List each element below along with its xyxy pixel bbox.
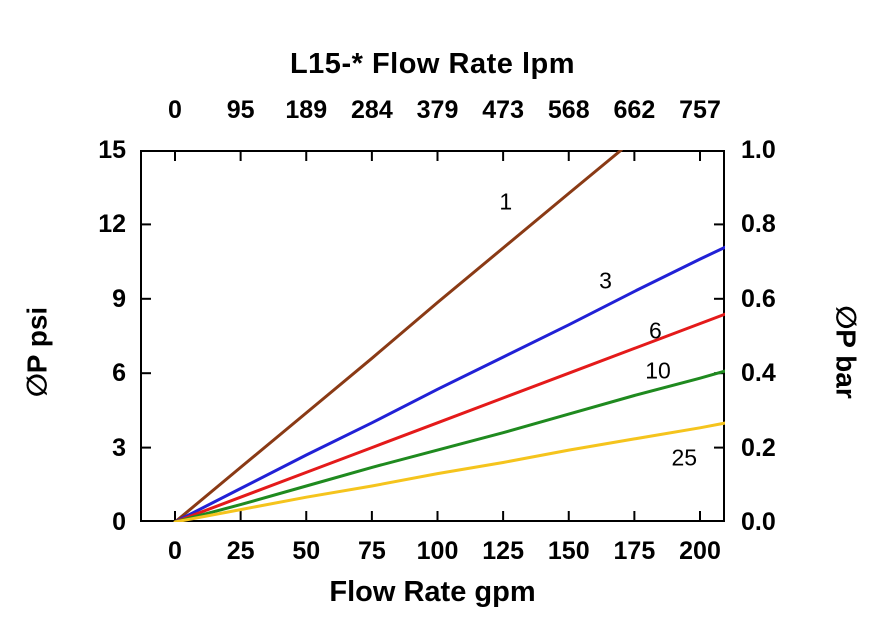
curve-label-6: 6	[648, 317, 662, 344]
x-tick-label-bottom: 75	[357, 537, 386, 565]
plot-area: 1 3 6 10 25	[140, 150, 725, 522]
series-line-1	[173, 150, 623, 522]
y-axis-label-psi: ∅P psi	[21, 306, 53, 398]
x-tick-label-bottom: 100	[416, 537, 459, 565]
x-tick-label-top: 473	[482, 96, 524, 124]
x-tick-label-bottom: 150	[547, 537, 590, 565]
series-line-25	[173, 421, 725, 522]
x-axis-label-gpm: Flow Rate gpm	[329, 576, 536, 608]
series-line-3	[173, 245, 725, 522]
x-tick-label-top: 662	[613, 96, 656, 124]
curve-label-3: 3	[599, 267, 612, 294]
y-tick-label-left: 6	[112, 359, 126, 388]
x-tick-label-top: 568	[547, 96, 590, 124]
x-tick-label-top: 757	[679, 96, 721, 124]
y-tick-label-left: 9	[112, 284, 126, 313]
y-axis-label-bar: ∅P bar	[830, 305, 862, 399]
x-tick-label-bottom: 0	[168, 537, 182, 565]
y-tick-label-left: 0	[112, 508, 126, 536]
y-tick-label-left: 12	[98, 210, 126, 239]
y-tick-label-right: 0.0	[741, 508, 776, 536]
y-tick-label-right: 0.6	[741, 284, 776, 313]
x-tick-label-bottom: 200	[679, 537, 721, 565]
x-tick-label-bottom: 125	[482, 537, 524, 565]
y-tick-label-left: 3	[112, 433, 126, 462]
plot-border	[140, 150, 725, 522]
x-tick-label-bottom: 175	[613, 537, 656, 565]
y-tick-label-right: 0.4	[741, 359, 776, 388]
x-tick-label-top: 379	[416, 96, 459, 124]
y-tick-label-right: 1.0	[741, 136, 776, 164]
curve-label-10: 10	[645, 357, 671, 384]
x-tick-label-top: 0	[168, 96, 182, 124]
curve-label-1: 1	[499, 188, 513, 215]
series-line-10	[173, 369, 725, 522]
x-tick-label-bottom: 25	[226, 537, 255, 565]
y-tick-label-right: 0.8	[741, 210, 776, 239]
chart-title: L15-* Flow Rate lpm	[289, 48, 576, 80]
y-tick-label-right: 0.2	[741, 433, 776, 462]
x-tick-label-top: 284	[351, 96, 393, 124]
y-tick-label-left: 15	[98, 136, 126, 164]
curve-label-25: 25	[671, 444, 698, 471]
x-tick-label-top: 95	[226, 96, 255, 124]
series-line-6	[173, 312, 725, 522]
plot-canvas	[140, 150, 725, 522]
x-tick-label-bottom: 50	[292, 537, 321, 565]
x-tick-label-top: 189	[285, 96, 328, 124]
